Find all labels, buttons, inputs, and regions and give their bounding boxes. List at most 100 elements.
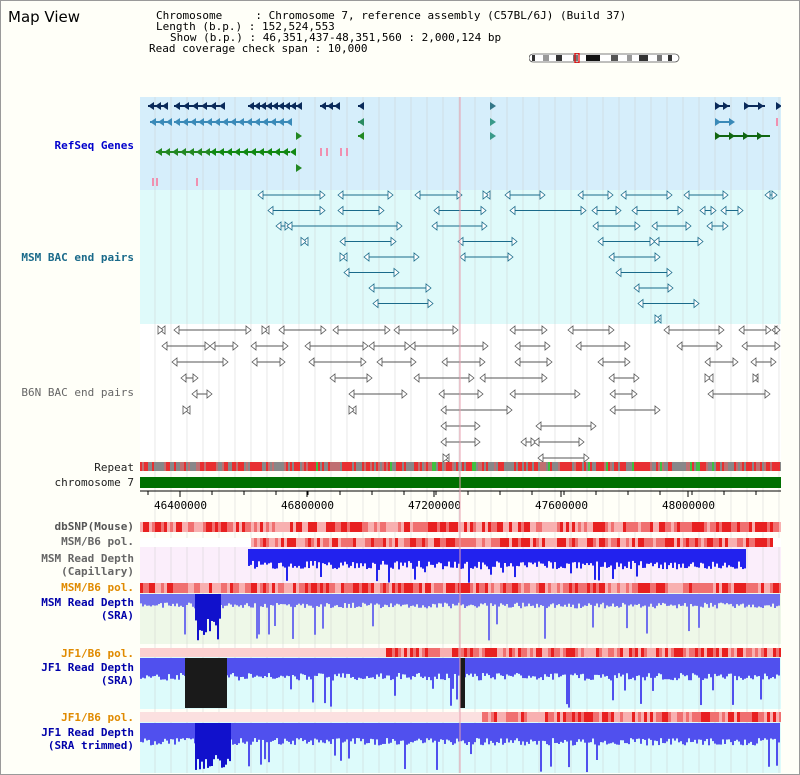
heat-cell <box>554 522 557 532</box>
depth-bar <box>632 723 634 740</box>
heat-cell <box>407 583 410 593</box>
depth-bar <box>376 549 378 582</box>
heat-cell <box>503 648 506 657</box>
heat-cell <box>521 648 524 657</box>
depth-bar <box>312 594 314 608</box>
heat-cell <box>173 522 176 532</box>
heat-cell <box>701 712 704 722</box>
depth-bar <box>504 723 506 743</box>
heat-cell <box>734 648 737 657</box>
heat-cell <box>272 538 275 547</box>
depth-bar <box>732 658 734 705</box>
heat-cell <box>638 712 641 722</box>
depth-bar <box>768 594 770 606</box>
heat-cell <box>539 712 542 722</box>
heat-cell <box>302 648 305 657</box>
heat-cell <box>572 522 575 532</box>
depth-bar <box>197 594 199 641</box>
depth-bar <box>240 723 242 739</box>
depth-bar <box>142 594 144 607</box>
repeat-segment <box>306 462 308 471</box>
heat-cell <box>356 522 359 532</box>
end-pair-right <box>468 373 475 383</box>
chromosome-ideogram[interactable] <box>529 53 681 63</box>
depth-bar <box>516 723 518 739</box>
heat-cell <box>701 538 704 547</box>
depth-bar <box>576 723 578 742</box>
heat-cell <box>371 712 374 722</box>
heat-cell <box>446 648 449 657</box>
heat-cell <box>281 712 284 722</box>
depth-bar <box>668 549 670 566</box>
heat-cell <box>299 583 302 593</box>
gene-arrow <box>358 102 364 110</box>
depth-bar <box>510 549 512 564</box>
depth-bar <box>420 658 422 677</box>
gene-arrow <box>182 118 188 126</box>
repeat-segment <box>518 462 520 471</box>
heat-cell <box>365 522 368 532</box>
heat-cell <box>158 712 161 722</box>
heat-cell <box>494 712 497 722</box>
heat-cell <box>200 522 203 532</box>
depth-bar <box>658 658 660 674</box>
depth-bar <box>418 658 420 674</box>
heat-cell <box>140 712 143 722</box>
heat-cell <box>146 648 149 657</box>
heat-cell <box>290 712 293 722</box>
depth-bar <box>516 549 518 566</box>
depth-bar <box>600 594 602 605</box>
heat-cell <box>629 538 632 547</box>
b6n-bac-label: B6N BAC end pairs <box>21 386 134 399</box>
depth-bar <box>544 658 546 675</box>
end-pair-left <box>251 357 258 367</box>
genome-plot[interactable]: 46400000 46800000 47200000 47600000 48000000 <box>140 97 781 773</box>
depth-bar <box>390 594 392 604</box>
depth-bar <box>434 549 436 568</box>
heat-cell <box>413 712 416 722</box>
heat-cell <box>716 648 719 657</box>
depth-bar <box>330 658 332 707</box>
depth-bar <box>582 594 584 607</box>
depth-bar <box>244 658 246 679</box>
depth-bar <box>684 594 686 604</box>
heat-cell <box>563 712 566 722</box>
repeat-segment <box>352 462 354 471</box>
depth-bar <box>342 594 344 608</box>
msm-capillary-label-2: (Capillary) <box>61 565 134 578</box>
depth-bar <box>578 723 580 740</box>
depth-bar <box>584 723 586 743</box>
depth-bar <box>396 594 398 604</box>
heat-cell <box>611 538 614 547</box>
depth-bar <box>498 594 500 607</box>
depth-bar <box>232 594 234 607</box>
depth-bar <box>390 658 392 681</box>
heat-cell <box>734 583 737 593</box>
heat-cell <box>239 538 242 547</box>
depth-bar <box>532 723 534 742</box>
heat-cell <box>770 538 773 547</box>
heat-cell <box>227 583 230 593</box>
repeat-segment <box>698 462 700 471</box>
repeat-segment <box>244 462 246 471</box>
heat-cell <box>680 648 683 657</box>
msm-bac-track[interactable] <box>257 190 778 324</box>
refseq-track[interactable] <box>148 102 781 186</box>
heat-cell <box>743 712 746 722</box>
depth-bar <box>556 658 558 674</box>
end-pair-right <box>654 314 661 324</box>
b6n-bac-track[interactable] <box>157 325 781 463</box>
depth-bar <box>332 723 334 740</box>
depth-bar <box>219 594 221 619</box>
end-pair-left <box>329 373 336 383</box>
depth-bar <box>356 723 358 739</box>
heat-cell <box>527 583 530 593</box>
depth-bar <box>464 549 466 564</box>
depth-bar <box>624 594 626 605</box>
gene-arrow <box>230 118 236 126</box>
heat-cell <box>539 583 542 593</box>
heat-cell <box>467 712 470 722</box>
depth-bar <box>340 658 342 678</box>
depth-bar <box>416 723 418 741</box>
heat-cell <box>161 538 164 547</box>
